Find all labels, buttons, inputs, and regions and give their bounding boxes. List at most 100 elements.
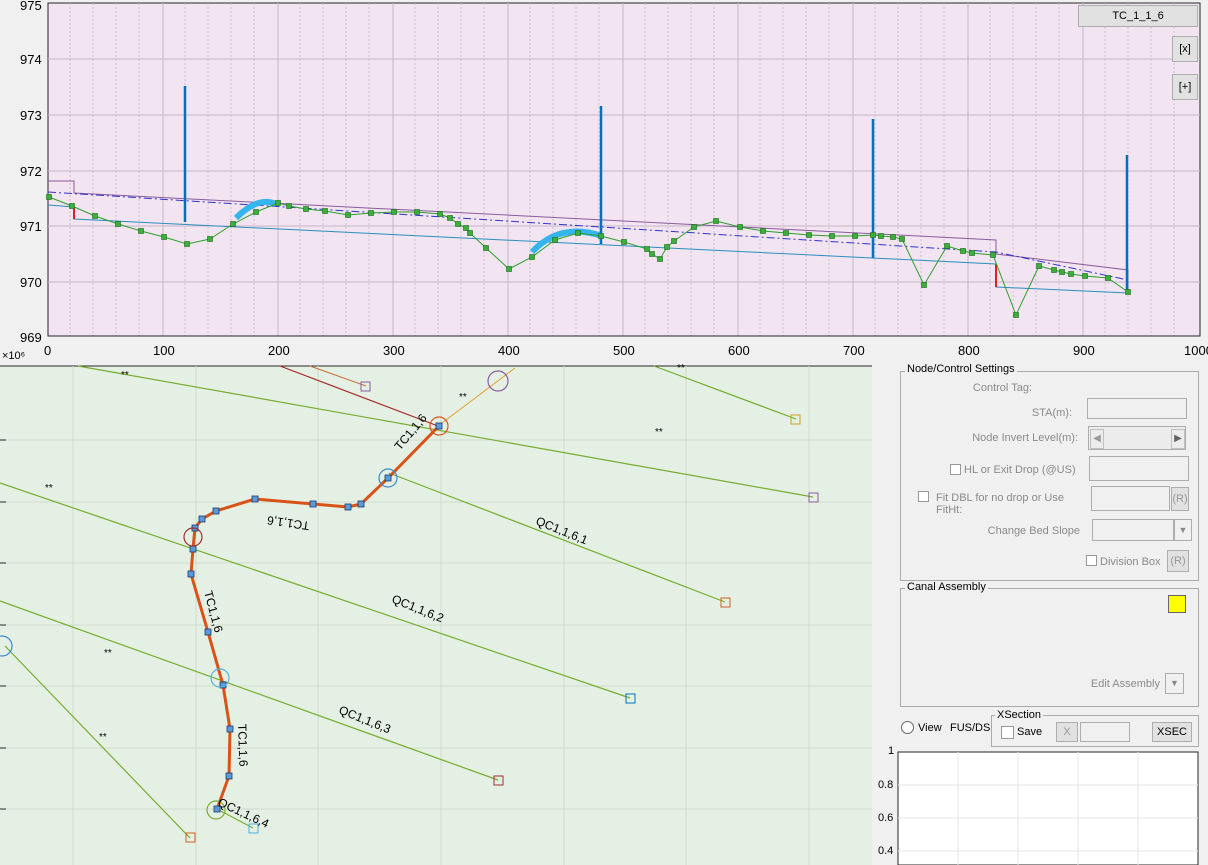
x-tick-label: 800 — [958, 343, 980, 358]
profile-point — [598, 233, 604, 239]
y-tick-label: 972 — [20, 164, 42, 179]
route-node[interactable] — [198, 515, 206, 523]
route-node[interactable] — [189, 545, 197, 553]
profile-point — [230, 221, 236, 227]
marker-text: ** — [104, 648, 112, 659]
xsection-field[interactable] — [1080, 722, 1130, 742]
expand-plot-button[interactable]: [+] — [1172, 74, 1198, 100]
profile-point — [345, 212, 351, 218]
profile-point — [1036, 263, 1042, 269]
profile-point — [829, 233, 835, 239]
x-tick-label: 600 — [728, 343, 750, 358]
hl-exit-drop-checkbox[interactable] — [950, 464, 961, 475]
fit-dbl-r-button[interactable]: (R) — [1171, 487, 1189, 511]
profile-point — [529, 254, 535, 260]
route-node[interactable] — [213, 805, 221, 813]
fit-dbl-label: Fit DBL for no drop or Use FitHt: — [936, 492, 1064, 516]
edit-assembly-label: Edit Assembly — [1090, 678, 1160, 690]
profile-point — [138, 228, 144, 234]
profile-point — [657, 256, 663, 262]
mini-y-tick: 0.6 — [878, 812, 894, 824]
profile-point — [783, 230, 789, 236]
profile-point — [552, 237, 558, 243]
profile-point — [990, 252, 996, 258]
route-node[interactable] — [225, 772, 233, 780]
x-tick-label: 900 — [1073, 343, 1095, 358]
division-box-r-button[interactable]: (R) — [1167, 550, 1189, 572]
route-node[interactable] — [226, 725, 234, 733]
profile-point — [1051, 267, 1057, 273]
route-node[interactable] — [344, 503, 352, 511]
profile-point — [414, 209, 420, 215]
profile-point — [1125, 289, 1131, 295]
node-invert-slider[interactable] — [1088, 426, 1186, 450]
profile-point — [391, 209, 397, 215]
route-node[interactable] — [357, 500, 365, 508]
x-tick-label: 200 — [268, 343, 290, 358]
route-node[interactable] — [435, 422, 443, 430]
canal-assembly-panel — [900, 588, 1199, 707]
profile-point — [368, 210, 374, 216]
change-bed-slope-select[interactable] — [1092, 519, 1174, 541]
xsection-panel — [991, 715, 1199, 747]
route-node[interactable] — [204, 628, 212, 636]
profile-point — [286, 203, 292, 209]
hl-exit-drop-field[interactable] — [1089, 456, 1189, 481]
close-plot-button[interactable]: [x] — [1172, 36, 1198, 62]
view-radio[interactable] — [901, 721, 914, 734]
profile-point — [463, 225, 469, 231]
profile-point — [1068, 271, 1074, 277]
route-node[interactable] — [187, 570, 195, 578]
profile-plot[interactable]: 975 974 973 972 971 970 969 0 100 200 30… — [0, 0, 1208, 360]
profile-point — [322, 208, 328, 214]
profile-point — [303, 206, 309, 212]
profile-point — [713, 218, 719, 224]
mini-y-tick: 0.8 — [878, 779, 894, 791]
profile-point — [960, 248, 966, 254]
division-box-checkbox[interactable] — [1086, 555, 1097, 566]
profile-point — [621, 239, 627, 245]
view-label: View — [918, 722, 942, 734]
control-tag-label: Control Tag: — [972, 382, 1032, 394]
assembly-color-swatch[interactable] — [1168, 595, 1186, 613]
profile-point — [92, 213, 98, 219]
marker-text: ** — [677, 363, 685, 374]
profile-point — [944, 243, 950, 249]
profile-point — [852, 233, 858, 239]
profile-point — [275, 200, 281, 206]
x-tick-label: 1000 — [1184, 343, 1208, 358]
xsec-button[interactable]: XSEC — [1152, 722, 1192, 742]
route-node[interactable] — [384, 474, 392, 482]
y-tick-label: 971 — [20, 219, 42, 234]
profile-title-button[interactable]: TC_1_1_6 — [1078, 5, 1198, 27]
sta-field[interactable] — [1087, 398, 1187, 419]
route-node[interactable] — [309, 500, 317, 508]
marker-text: ** — [655, 427, 663, 438]
route-node[interactable] — [212, 507, 220, 515]
chevron-down-icon[interactable]: ▼ — [1174, 519, 1192, 541]
route-node[interactable] — [251, 495, 259, 503]
profile-point — [691, 224, 697, 230]
marker-text: ** — [45, 483, 53, 494]
profile-point — [207, 236, 213, 242]
marker-text: ** — [121, 370, 129, 381]
x-tick-label: 400 — [498, 343, 520, 358]
fit-dbl-checkbox[interactable] — [918, 491, 929, 502]
fit-dbl-field[interactable] — [1091, 486, 1170, 511]
profile-point — [760, 228, 766, 234]
exponent-label: ×10⁶ — [2, 350, 26, 362]
profile-point — [1105, 275, 1111, 281]
node-invert-label: Node Invert Level(m): — [972, 432, 1078, 444]
xsection-title: XSection — [995, 709, 1044, 721]
x-button[interactable]: X — [1056, 722, 1078, 742]
plan-map[interactable]: ** ** ** ** ** ** ** TC1,1,6 TC1,1,6 TC1… — [0, 346, 872, 865]
mini-plot[interactable]: 1 0.8 0.6 0.4 — [872, 745, 1208, 865]
chevron-right-icon[interactable]: ▶ — [1171, 429, 1185, 449]
profile-point — [878, 233, 884, 239]
save-checkbox[interactable] — [1001, 726, 1014, 739]
y-tick-label: 973 — [20, 108, 42, 123]
chevron-left-icon[interactable]: ◀ — [1090, 429, 1104, 449]
edit-assembly-dropdown[interactable]: ▼ — [1165, 673, 1184, 694]
canal-assembly-title: Canal Assembly — [905, 581, 988, 593]
fus-ds-label: FUS/DS — [950, 722, 991, 734]
